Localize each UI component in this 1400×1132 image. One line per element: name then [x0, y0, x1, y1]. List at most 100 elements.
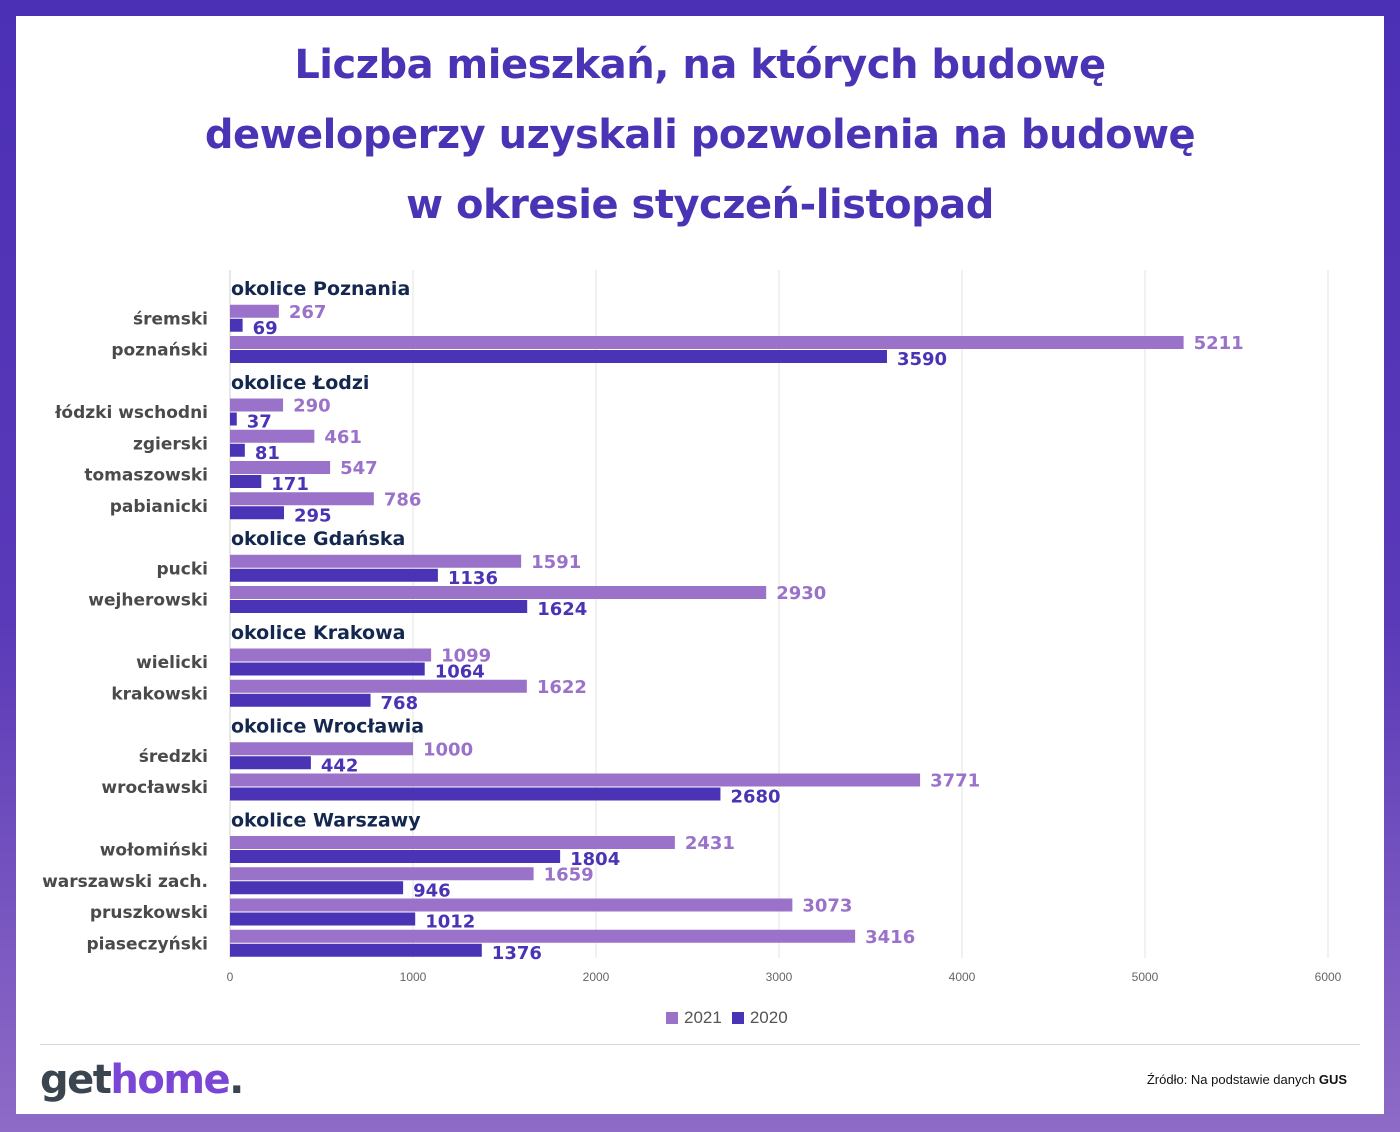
data-label-2021: 1000	[423, 739, 473, 760]
bar-2021	[230, 429, 315, 443]
group-label: okolice Łodzi	[231, 372, 369, 394]
bar-2020	[230, 412, 237, 426]
legend-label-2020: 2020	[749, 1008, 788, 1027]
bar-2020	[230, 850, 561, 863]
category-label: tomaszowski	[84, 466, 208, 486]
data-label-2020: 295	[294, 505, 332, 526]
category-label: zgierski	[133, 434, 208, 454]
data-label-2020: 1012	[425, 912, 475, 933]
group-label: okolice Warszawy	[231, 809, 421, 831]
x-tick-label-1000: 1000	[400, 970, 427, 984]
bar-2020	[230, 881, 404, 895]
bar-chart: 0 1000 2000 3000 4000 5000 6000 okolice Poznani…	[42, 270, 1342, 984]
group-label: okolice Wrocławia	[231, 716, 424, 738]
bar-2020	[230, 568, 438, 582]
data-label-2021: 461	[324, 427, 362, 448]
category-label: pruszkowski	[90, 903, 208, 923]
logo-text-dot: .	[229, 1057, 244, 1103]
category-label: wołomiński	[100, 841, 208, 861]
data-label-2020: 768	[381, 693, 419, 714]
bar-2021	[230, 742, 413, 756]
category-label: wejherowski	[88, 591, 208, 611]
group-label: okolice Gdańska	[231, 528, 405, 550]
data-label-2021: 1622	[537, 677, 587, 698]
chart-legend: 2021 2020	[666, 1006, 788, 1030]
data-label-2020: 171	[271, 474, 309, 495]
bar-2020	[230, 912, 416, 926]
data-label-2021: 5211	[1194, 333, 1244, 354]
bar-2020	[230, 443, 245, 457]
bar-2021	[230, 398, 284, 412]
bar-2020	[230, 475, 262, 488]
logo-text-get: get	[40, 1057, 112, 1103]
bar-2021	[230, 492, 374, 506]
bar-2020	[230, 350, 887, 363]
category-label: poznański	[111, 341, 208, 361]
category-label: pucki	[157, 559, 208, 579]
x-tick-label-2000: 2000	[583, 970, 610, 984]
legend-item-2021: 2021	[666, 1008, 722, 1028]
x-tick-label-4000: 4000	[949, 970, 976, 984]
data-label-2021: 1591	[531, 552, 581, 573]
category-label: warszawski zach.	[42, 872, 208, 892]
data-label-2020: 442	[321, 755, 359, 776]
bar-2020	[230, 318, 243, 332]
data-label-2020: 2680	[730, 787, 780, 808]
data-label-2020: 81	[255, 443, 280, 464]
data-label-2021: 2930	[776, 583, 826, 604]
data-label-2020: 1624	[537, 599, 587, 620]
data-label-2021: 1659	[544, 864, 594, 885]
category-label: śremski	[133, 309, 208, 329]
data-label-2020: 37	[247, 412, 272, 433]
bar-2020	[230, 943, 482, 957]
legend-swatch-2021	[666, 1012, 678, 1024]
x-tick-label-3000: 3000	[766, 970, 793, 984]
data-label-2021: 3771	[930, 771, 980, 792]
logo-text-home: home	[110, 1057, 230, 1103]
title-line-2: deweloperzy uzyskali pozwolenia na budow…	[204, 112, 1196, 158]
gethome-logo: gethome.	[40, 1052, 244, 1108]
category-label: łódzki wschodni	[54, 403, 208, 423]
bar-2020	[230, 506, 284, 520]
data-label-2021: 547	[340, 458, 378, 479]
bar-2021	[230, 929, 856, 943]
title-line-3: w okresie styczeń-listopad	[406, 182, 994, 228]
category-label: wrocławski	[101, 778, 208, 798]
data-label-2020: 946	[413, 880, 451, 901]
bar-2020	[230, 600, 528, 613]
bar-2021	[230, 898, 793, 912]
data-label-2021: 3073	[802, 896, 852, 917]
data-label-2020: 69	[253, 318, 278, 339]
bar-2021	[230, 461, 331, 474]
source-note: Źródło: Na podstawie danych GUS	[1147, 1072, 1347, 1087]
category-label: wielicki	[136, 653, 208, 673]
x-tick-label-0: 0	[227, 970, 234, 984]
x-tick-label-5000: 5000	[1132, 970, 1159, 984]
category-label: pabianicki	[110, 497, 208, 517]
bar-2020	[230, 693, 371, 707]
x-tick-label-6000: 6000	[1315, 970, 1342, 984]
data-label-2020: 1804	[570, 849, 620, 870]
data-label-2021: 290	[293, 396, 331, 417]
bar-2021	[230, 648, 432, 662]
bar-2021	[230, 554, 522, 568]
bar-2021	[230, 304, 279, 318]
group-label: okolice Krakowa	[231, 622, 406, 644]
bar-2020	[230, 787, 721, 801]
bar-2021	[230, 336, 1184, 349]
category-label: krakowski	[111, 684, 208, 704]
legend-swatch-2020	[731, 1012, 744, 1024]
category-label: piaseczyński	[86, 934, 208, 954]
bar-2021	[230, 867, 534, 881]
data-label-2021: 786	[384, 489, 422, 510]
bar-2021	[230, 679, 527, 693]
source-prefix: Źródło: Na podstawie danych	[1146, 1072, 1319, 1087]
bar-2021	[230, 773, 921, 787]
chart-title: Liczba mieszkań, na których budowę dewel…	[0, 30, 1400, 240]
data-label-2020: 1064	[435, 662, 485, 683]
data-label-2021: 3416	[865, 927, 915, 948]
category-label: średzki	[139, 747, 208, 767]
title-line-1: Liczba mieszkań, na których budowę	[294, 42, 1106, 88]
data-label-2020: 3590	[897, 349, 947, 370]
data-label-2021: 2431	[685, 833, 735, 854]
